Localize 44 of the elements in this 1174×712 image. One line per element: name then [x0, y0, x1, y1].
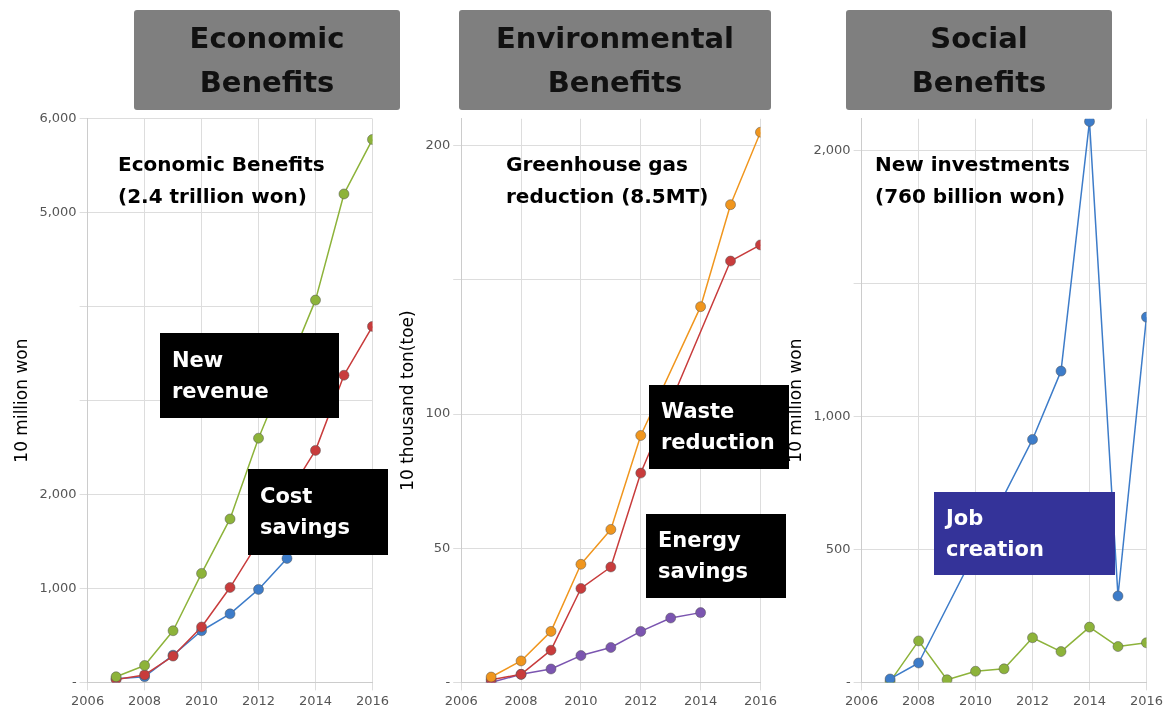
text: Greenhouse gas reduction (8.5MT) [506, 151, 710, 210]
callout-box: Job creation [934, 492, 1115, 575]
y-axis-title: 10 thousand ton(toe) [396, 310, 417, 491]
x-tick-label: 2008 [902, 692, 936, 708]
callout-box: Cost savings [248, 469, 388, 555]
y-tick-label: - [845, 673, 851, 689]
x-tick-label: 2016 [1129, 692, 1163, 708]
chart-title: Environmental Benefits [459, 10, 771, 110]
x-tick-label: 2012 [1015, 692, 1050, 708]
y-tick-label: - [71, 673, 77, 689]
x-tick-label: 2008 [128, 692, 162, 708]
x-tick-label: 2014 [298, 692, 333, 708]
callout-box: Energy savings [646, 514, 786, 598]
callout-box: New revenue [160, 333, 339, 418]
x-tick-label: 2012 [624, 692, 658, 708]
y-tick-label: 2,000 [813, 142, 851, 158]
x-tick-label: 2016 [355, 692, 389, 708]
y-tick-label: 100 [425, 405, 451, 421]
y-tick-label: 1,000 [813, 407, 851, 423]
chart-title: Social Benefits [846, 10, 1112, 110]
text: New investments (760 billion won) [875, 151, 1071, 210]
x-tick-label: 2006 [444, 692, 478, 708]
y-tick-label: 1,000 [39, 579, 77, 595]
x-tick-label: 2010 [185, 692, 219, 708]
callout-box: Waste reduction [649, 385, 789, 469]
text: Economic Benefits (2.4 trillion won) [118, 151, 326, 210]
chart-title: Economic Benefits [134, 10, 400, 110]
x-tick-label: 2014 [684, 692, 718, 708]
y-tick-label: - [445, 673, 451, 689]
y-tick-label: 50 [433, 539, 451, 555]
x-tick-label: 2006 [71, 692, 105, 708]
x-tick-label: 2014 [1072, 692, 1107, 708]
y-tick-label: 5,000 [39, 204, 77, 220]
x-tick-label: 2008 [504, 692, 538, 708]
y-tick-label: 500 [825, 540, 851, 556]
x-tick-label: 2012 [241, 692, 276, 708]
y-tick-label: 2,000 [39, 485, 77, 501]
x-tick-label: 2010 [959, 692, 993, 708]
x-tick-label: 2010 [564, 692, 598, 708]
x-tick-label: 2016 [743, 692, 777, 708]
x-tick-label: 2006 [845, 692, 879, 708]
y-tick-label: 200 [425, 137, 451, 153]
y-tick-label: 6,000 [39, 110, 77, 126]
y-axis-title: 10 million won [10, 338, 31, 463]
